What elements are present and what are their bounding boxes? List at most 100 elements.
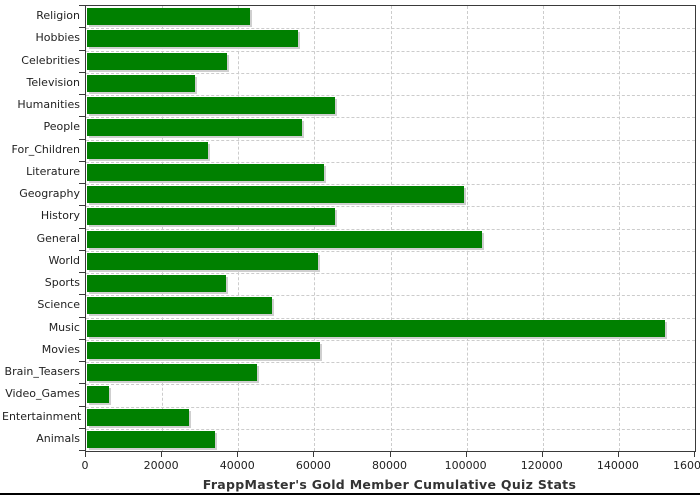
x-axis-tick-label: 60000: [295, 459, 331, 472]
horizontal-gridline: [86, 139, 695, 141]
y-axis-tick: [79, 49, 85, 51]
horizontal-gridline: [86, 117, 695, 119]
horizontal-gridline: [86, 273, 695, 274]
horizontal-gridline: [86, 28, 695, 30]
bar-world: [87, 252, 318, 270]
bar-for_children: [87, 141, 208, 159]
category-label-geography: Geography: [19, 187, 80, 201]
y-axis-tick: [79, 205, 85, 207]
x-axis-tick: [465, 451, 467, 457]
x-axis-tick: [541, 451, 543, 457]
category-label-movies: Movies: [41, 342, 80, 356]
horizontal-gridline: [86, 339, 695, 341]
y-axis-tick: [79, 227, 85, 229]
bar-science: [87, 297, 272, 315]
horizontal-gridline: [86, 228, 695, 230]
bar-literature: [87, 163, 324, 181]
y-axis-tick: [79, 450, 85, 451]
y-axis-tick: [79, 405, 85, 407]
horizontal-gridline: [86, 184, 695, 185]
x-axis-tick-label: 0: [81, 459, 89, 472]
bar-movies: [87, 341, 320, 359]
horizontal-gridline: [86, 428, 695, 430]
y-axis-tick: [79, 94, 85, 95]
x-axis-tick: [389, 451, 391, 457]
category-label-sports: Sports: [44, 276, 80, 290]
x-axis-tick: [237, 451, 239, 457]
category-label-people: People: [43, 120, 80, 134]
y-axis-tick: [79, 316, 85, 318]
x-axis-tick: [617, 451, 619, 457]
y-axis-tick: [79, 383, 85, 385]
y-axis-tick: [79, 138, 85, 140]
horizontal-gridline: [86, 72, 695, 74]
x-axis-tick-label: 40000: [219, 459, 255, 472]
bar-religion: [87, 8, 250, 25]
category-label-religion: Religion: [36, 9, 80, 23]
horizontal-gridline: [86, 161, 695, 163]
y-axis-tick: [79, 338, 85, 340]
bar-brain_teasers: [87, 364, 257, 381]
category-label-general: General: [36, 231, 80, 245]
horizontal-gridline: [86, 295, 695, 297]
y-axis-tick: [79, 5, 85, 6]
y-axis-tick: [79, 160, 85, 162]
bar-video_games: [87, 386, 109, 404]
y-axis-tick: [79, 183, 85, 184]
bar-general: [87, 230, 482, 248]
bar-people: [87, 119, 302, 137]
category-label-history: History: [40, 209, 80, 223]
category-label-celebrities: Celebrities: [21, 53, 80, 67]
x-axis-tick-label: 160000: [673, 459, 700, 472]
y-axis-tick: [79, 361, 85, 362]
bar-celebrities: [87, 52, 227, 70]
x-axis-tick: [161, 451, 163, 457]
category-label-animals: Animals: [36, 431, 80, 445]
category-label-music: Music: [48, 320, 80, 334]
y-axis-tick: [79, 116, 85, 118]
horizontal-gridline: [86, 95, 695, 96]
bar-television: [87, 74, 195, 92]
category-label-for_children: For_Children: [11, 142, 80, 156]
category-label-television: Television: [26, 75, 81, 89]
category-label-science: Science: [37, 298, 80, 312]
bar-sports: [87, 275, 226, 292]
category-label-entertainment: Entertainment: [2, 409, 82, 423]
horizontal-gridline: [86, 362, 695, 363]
category-label-literature: Literature: [26, 164, 80, 178]
bar-hobbies: [87, 30, 298, 48]
category-label-humanities: Humanities: [17, 98, 80, 112]
x-axis-tick-label: 100000: [444, 459, 487, 472]
x-axis-tick-label: 80000: [372, 459, 407, 472]
bar-music: [87, 319, 665, 337]
y-axis-tick: [79, 427, 85, 429]
category-label-hobbies: Hobbies: [35, 31, 80, 45]
horizontal-gridline: [86, 250, 695, 252]
x-axis-tick-label: 140000: [596, 459, 639, 472]
category-label-world: World: [48, 253, 80, 267]
window-border-bottom: [0, 493, 700, 495]
horizontal-gridline: [86, 406, 695, 408]
category-label-brain_teasers: Brain_Teasers: [4, 365, 80, 379]
x-axis-tick: [313, 451, 315, 457]
horizontal-gridline: [86, 206, 695, 208]
horizontal-gridline: [86, 317, 695, 319]
bar-animals: [87, 430, 215, 448]
x-axis-tick: [694, 451, 695, 457]
bar-entertainment: [87, 408, 189, 426]
x-axis-tick-label: 120000: [520, 459, 563, 472]
y-axis-tick: [79, 272, 85, 273]
chart-title: FrappMaster's Gold Member Cumulative Qui…: [202, 477, 577, 492]
category-label-video_games: Video_Games: [5, 387, 80, 401]
y-axis-tick: [79, 294, 85, 296]
y-axis-tick: [79, 71, 85, 73]
x-axis-tick-label: 20000: [143, 459, 179, 472]
plot-area: [85, 5, 696, 452]
bar-humanities: [87, 97, 335, 114]
bar-geography: [87, 186, 464, 203]
y-axis-tick: [79, 27, 85, 29]
y-axis-tick: [79, 249, 85, 251]
x-axis-tick: [85, 451, 86, 457]
horizontal-gridline: [86, 50, 695, 52]
